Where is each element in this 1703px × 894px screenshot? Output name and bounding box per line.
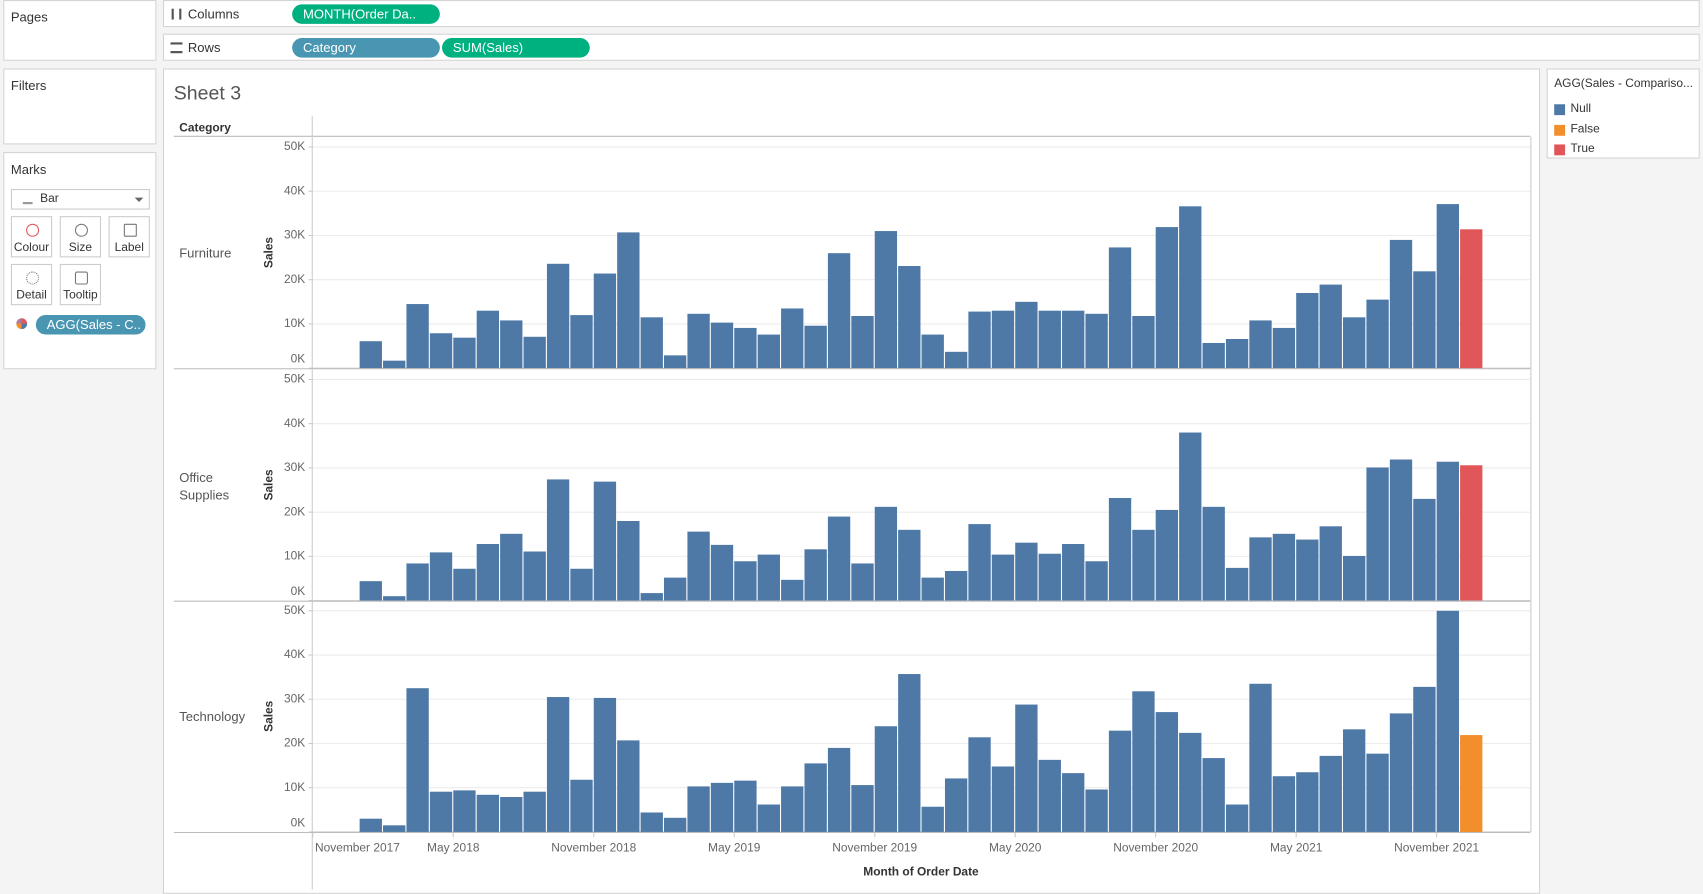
legend-title: AGG(Sales - Compariso... (1554, 77, 1693, 91)
legend-card: AGG(Sales - Compariso... Null False True (1546, 68, 1700, 159)
legend-swatch (1554, 104, 1566, 116)
rows-label: Rows (187, 40, 221, 56)
legend-label: Null (1570, 102, 1592, 116)
columns-icon (171, 8, 182, 20)
row-label: Office Supplies (179, 469, 230, 503)
bar-icon (22, 195, 33, 205)
pages-title: Pages (10, 9, 48, 25)
row-label: Technology (179, 708, 246, 724)
columns-label: Columns (187, 6, 240, 22)
button-label: Tooltip (63, 288, 98, 302)
mark-type: Bar (40, 192, 59, 206)
filters-title: Filters (10, 78, 47, 94)
legend: AGG(Sales - Compariso... Null False True (1548, 70, 1699, 158)
button-label: Label (114, 241, 144, 255)
colour-icon (16, 318, 28, 330)
filters-card[interactable]: Filters (3, 68, 157, 145)
sheet-area (162, 68, 1541, 894)
columns-pill[interactable]: MONTH(Order Da.. (292, 4, 440, 24)
row-label: Furniture (179, 244, 232, 261)
label-button[interactable]: Label (108, 216, 150, 258)
marks-pill[interactable]: AGG(Sales - C.. (35, 314, 146, 335)
dropdown-arrow (134, 197, 144, 203)
mark-type-dropdown[interactable]: Bar (10, 188, 150, 210)
pages-card: Pages (3, 0, 157, 61)
legend-label: True (1570, 142, 1595, 156)
button-label: Colour (13, 241, 50, 255)
columns-shelf: Columns MONTH(Order Da.. (162, 0, 1700, 28)
marks-card: Marks Bar Colour Size Label Detail Toolt… (3, 152, 157, 370)
rows-pill[interactable]: SUM(Sales) (442, 38, 590, 58)
button-label: Detail (16, 288, 47, 302)
button-label: Size (68, 241, 92, 255)
rows-pill[interactable]: Category (292, 38, 440, 58)
size-button[interactable]: Size (59, 216, 102, 258)
rows-icon (170, 42, 183, 54)
rows-shelf: Rows Category SUM(Sales) (162, 33, 1700, 61)
marks-title: Marks (10, 161, 47, 178)
colour-button[interactable]: Colour (10, 216, 53, 258)
detail-button[interactable]: Detail (10, 263, 53, 306)
legend-swatch (1554, 124, 1566, 136)
legend-swatch (1554, 144, 1566, 156)
tooltip-button[interactable]: Tooltip (59, 263, 102, 306)
legend-label: False (1570, 122, 1600, 136)
